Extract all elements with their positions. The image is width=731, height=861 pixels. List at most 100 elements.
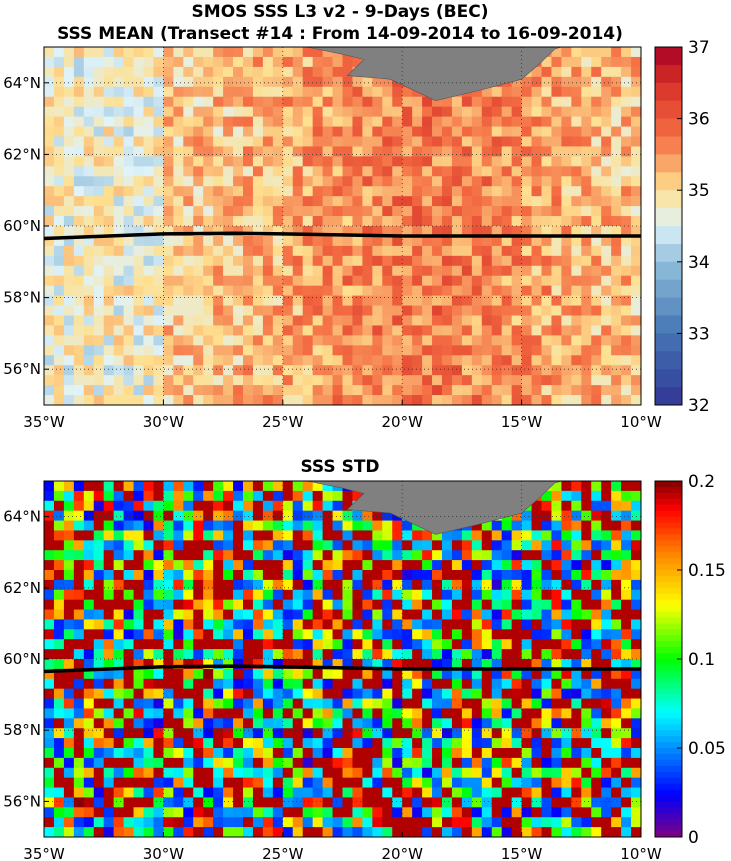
mean-heatmap-cell — [591, 365, 602, 376]
std-heatmap-cell — [601, 570, 612, 581]
mean-heatmap-cell — [262, 47, 274, 58]
std-heatmap-cell — [451, 698, 463, 709]
mean-heatmap-cell — [402, 275, 413, 287]
std-heatmap-cell — [591, 748, 602, 759]
mean-heatmap-cell — [163, 56, 174, 68]
std-heatmap-cell — [412, 599, 423, 610]
std-heatmap-cell — [491, 748, 503, 759]
std-heatmap-cell — [422, 678, 433, 690]
std-heatmap-cell — [392, 589, 403, 601]
mean-heatmap-cell — [631, 325, 642, 336]
std-heatmap-cell — [113, 589, 124, 601]
mean-heatmap-cell — [103, 285, 115, 297]
mean-heatmap-cell — [312, 255, 323, 267]
mean-heatmap-cell — [412, 375, 423, 386]
mean-heatmap-cell — [53, 226, 65, 237]
mean-heatmap-cell — [123, 186, 134, 197]
std-heatmap-cell — [44, 797, 55, 808]
mean-heatmap-cell — [44, 66, 55, 78]
mean-panel: 35°W 30°W 25°W 20°W 15°W 10°W64°N62°N60°N58°N… — [3, 38, 709, 431]
std-heatmap-cell — [262, 510, 274, 521]
std-heatmap-cell — [581, 688, 592, 699]
mean-heatmap-cell — [272, 216, 284, 227]
std-heatmap-cell — [322, 550, 333, 561]
mean-heatmap-cell — [571, 146, 582, 157]
mean-heatmap-cell — [392, 86, 403, 98]
std-heatmap-cell — [123, 777, 134, 788]
std-heatmap-cell — [372, 817, 383, 828]
std-heatmap-cell — [282, 570, 294, 581]
mean-colorbar-segment — [655, 387, 682, 406]
mean-heatmap-cell — [282, 206, 294, 217]
mean-heatmap-cell — [223, 76, 234, 88]
mean-heatmap-cell — [262, 375, 274, 386]
mean-heatmap-cell — [243, 156, 254, 167]
mean-heatmap-cell — [153, 186, 164, 197]
mean-heatmap-cell — [521, 395, 532, 406]
mean-heatmap-cell — [631, 275, 642, 287]
std-heatmap-cell — [561, 589, 572, 601]
mean-heatmap-cell — [233, 325, 244, 336]
std-heatmap-cell — [83, 629, 95, 640]
std-heatmap-cell — [342, 500, 353, 512]
mean-heatmap-cell — [392, 156, 403, 167]
mean-heatmap-cell — [442, 335, 453, 346]
std-heatmap-cell — [541, 698, 552, 709]
mean-heatmap-cell — [133, 116, 144, 127]
std-heatmap-cell — [631, 609, 642, 620]
mean-heatmap-cell — [561, 56, 572, 68]
std-land-iceland — [306, 480, 563, 535]
mean-heatmap-cell — [501, 156, 513, 167]
std-heatmap-cell — [352, 579, 363, 591]
std-heatmap-cell — [611, 609, 622, 620]
std-heatmap-cell — [302, 807, 314, 818]
std-heatmap-cell — [223, 510, 234, 521]
std-heatmap-cell — [44, 668, 55, 680]
mean-heatmap-cell — [272, 235, 284, 247]
std-heatmap-cell — [282, 530, 294, 541]
mean-heatmap-cell — [442, 146, 453, 157]
std-colorbar-segment — [655, 813, 682, 820]
mean-heatmap-cell — [412, 136, 423, 147]
mean-heatmap-cell — [44, 365, 55, 376]
mean-heatmap-cell — [621, 355, 632, 366]
mean-heatmap-cell — [302, 196, 314, 207]
mean-heatmap-cell — [451, 315, 463, 326]
mean-heatmap-cell — [531, 66, 542, 78]
mean-heatmap-cell — [342, 196, 353, 207]
mean-heatmap-cell — [143, 295, 154, 306]
mean-heatmap-cell — [93, 216, 105, 227]
std-heatmap-cell — [621, 609, 632, 620]
std-heatmap-cell — [63, 797, 75, 808]
mean-heatmap-cell — [93, 365, 105, 376]
std-heatmap-cell — [581, 579, 592, 591]
mean-heatmap-cell — [322, 96, 333, 108]
mean-heatmap-cell — [193, 156, 204, 167]
mean-heatmap-cell — [621, 156, 632, 167]
mean-heatmap-cell — [402, 106, 413, 118]
std-heatmap-cell — [123, 767, 134, 779]
std-heatmap-cell — [432, 530, 443, 541]
mean-heatmap-cell — [203, 375, 214, 386]
std-heatmap-cell — [392, 748, 403, 759]
std-heatmap-cell — [213, 827, 224, 838]
std-heatmap-cell — [83, 748, 95, 759]
std-heatmap-cell — [491, 599, 503, 610]
mean-heatmap-cell — [461, 365, 473, 376]
std-heatmap-cell — [442, 807, 453, 818]
mean-heatmap-cell — [73, 86, 85, 98]
std-heatmap-cell — [471, 787, 483, 798]
mean-heatmap-cell — [461, 375, 473, 386]
std-heatmap-cell — [292, 698, 304, 709]
std-heatmap-cell — [123, 807, 134, 818]
std-heatmap-cell — [252, 579, 264, 591]
std-heatmap-cell — [631, 708, 642, 719]
mean-heatmap-cell — [292, 66, 304, 78]
mean-heatmap-cell — [571, 216, 582, 227]
mean-heatmap-cell — [561, 265, 572, 277]
std-heatmap-cell — [73, 827, 85, 838]
std-heatmap-cell — [143, 550, 154, 561]
std-heatmap-cell — [272, 490, 284, 502]
std-colorbar-segment — [655, 635, 682, 642]
std-x-tick-label: 10°W — [620, 845, 662, 861]
